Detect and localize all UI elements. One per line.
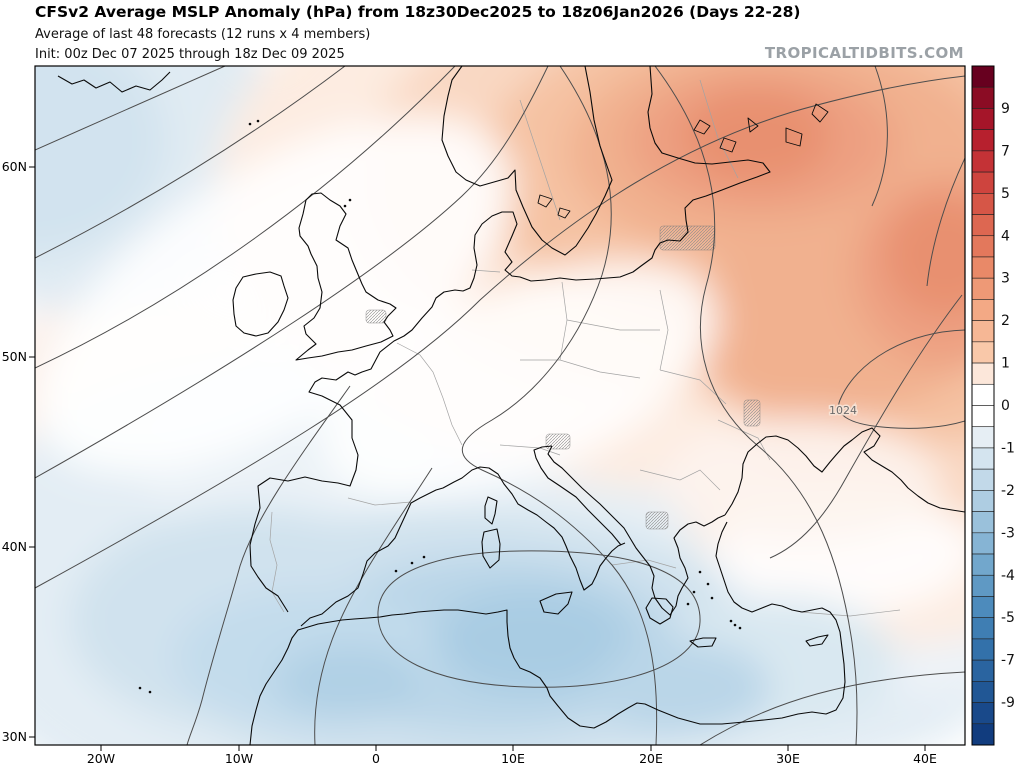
contour-value-label: 1024 — [829, 404, 857, 417]
colorbar-tick-label: -4 — [1001, 568, 1015, 584]
tropicaltidbits-watermark: TROPICALTIDBITS.COM — [764, 44, 964, 62]
colorbar-tick-label: 1 — [1001, 356, 1010, 372]
lon-tick-label: 20E — [639, 751, 663, 763]
colorbar-tick-label: 5 — [1001, 186, 1010, 202]
colorbar-tick-label: -1 — [1001, 440, 1015, 456]
lon-tick-label: 10W — [225, 751, 253, 763]
longitude-axis: 20W 10W 0 10E 20E 30E 40E — [87, 745, 937, 763]
dense-region-hatch — [365, 225, 761, 530]
lat-tick-label: 30N — [2, 729, 27, 744]
init-line: Init: 00z Dec 07 2025 through 18z Dec 09… — [35, 47, 345, 62]
lon-tick-label: 30E — [776, 751, 800, 763]
page-title: CFSv2 Average MSLP Anomaly (hPa) from 18… — [35, 3, 801, 21]
lon-tick-label: 0 — [372, 751, 380, 763]
anomaly-colorbar: 9 7 5 4 3 2 1 0 -1 -2 -3 -4 -5 -7 -9 — [971, 65, 1015, 746]
colorbar-tick-label: -3 — [1001, 525, 1015, 541]
colorbar-tick-label: -7 — [1001, 653, 1015, 669]
colorbar-tick-label: 4 — [1001, 228, 1010, 244]
lat-tick-label: 60N — [2, 159, 27, 174]
page-subtitle: Average of last 48 forecasts (12 runs x … — [35, 27, 371, 42]
lat-tick-label: 50N — [2, 349, 27, 364]
colorbar-tick-label: 2 — [1001, 313, 1010, 329]
country-borders — [269, 79, 901, 617]
lon-tick-label: 20W — [87, 751, 115, 763]
lon-tick-label: 40E — [913, 751, 937, 763]
colorbar-tick-label: -9 — [1001, 695, 1015, 711]
colorbar-tick-label: -5 — [1001, 610, 1015, 626]
map-frame — [34, 65, 966, 746]
lon-tick-label: 10E — [501, 751, 525, 763]
mslp-contours — [35, 66, 965, 745]
colorbar-tick-label: 0 — [1001, 398, 1010, 414]
lat-tick-label: 40N — [2, 539, 27, 554]
latitude-axis: 60N 50N 40N 30N — [2, 159, 35, 744]
colorbar-tick-label: 9 — [1001, 101, 1010, 117]
coastlines — [57, 66, 965, 745]
colorbar-tick-label: 7 — [1001, 143, 1010, 159]
colorbar-tick-label: 3 — [1001, 271, 1010, 287]
colorbar-tick-label: -2 — [1001, 483, 1015, 499]
